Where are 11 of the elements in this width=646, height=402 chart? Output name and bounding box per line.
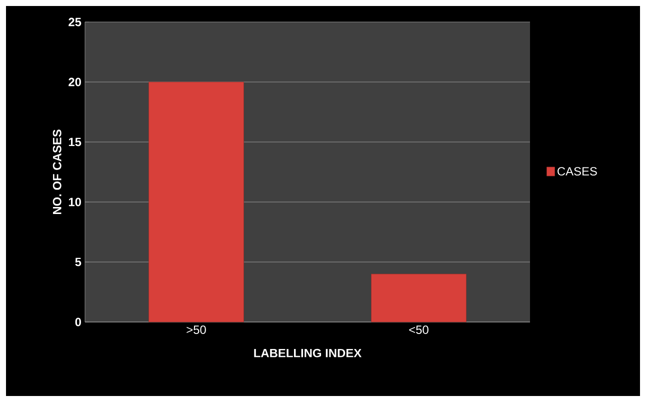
y-tick-label: 0: [75, 318, 81, 326]
y-tick-label: 20: [68, 78, 81, 86]
y-tick-label: 15: [68, 138, 82, 146]
legend-label: CASES: [558, 167, 597, 176]
x-axis-title: LABELLING INDEX: [254, 348, 362, 358]
x-tick-label: <50: [409, 326, 428, 334]
y-tick-label: 25: [68, 18, 82, 26]
y-tick-label: 10: [68, 198, 81, 206]
x-tick-label: >50: [186, 326, 206, 334]
y-tick-label: 5: [75, 258, 82, 266]
y-axis-title: NO. OF CASES: [52, 130, 62, 214]
